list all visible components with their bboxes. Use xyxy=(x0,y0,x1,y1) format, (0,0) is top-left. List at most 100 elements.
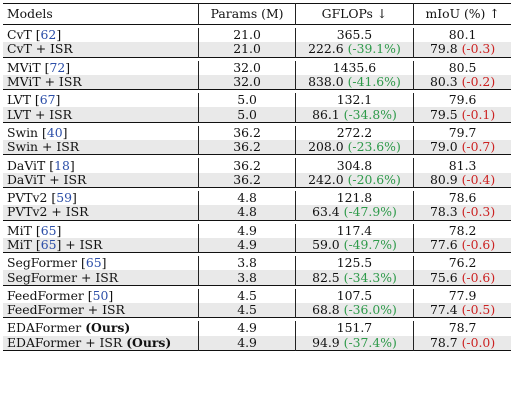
gflops-cell: 242.0 (-20.6%) xyxy=(295,172,415,188)
gflops-cell: 132.1 xyxy=(295,93,415,108)
miou-cell: 78.7 (-0.0) xyxy=(413,334,511,351)
params-cell: 32.0 xyxy=(198,59,296,75)
model-name: CvT xyxy=(7,41,32,57)
params-value: 3.8 xyxy=(237,269,257,285)
isr-suffix: + ISR xyxy=(35,41,73,57)
model-name-cell: Swin + ISR xyxy=(3,139,200,155)
miou-cell: 78.6 xyxy=(414,191,511,205)
table-row-isr: PVTv2 + ISR 4.8 63.4 (-47.9%) 78.3 (-0.3) xyxy=(3,204,511,221)
gflops-delta: (-34.8%) xyxy=(343,106,397,122)
params-cell: 3.8 xyxy=(198,256,296,271)
citation-link: 40 xyxy=(46,124,63,140)
params-cell: 36.2 xyxy=(198,172,296,188)
table-row: FeedFormer [50] 4.5 107.5 77.9 xyxy=(3,287,511,304)
gflops-cell: 94.9 (-37.4%) xyxy=(295,334,415,351)
params-value: 32.0 xyxy=(233,74,261,90)
model-name-cell: MiT [65] + ISR xyxy=(3,237,200,253)
params-cell: 5.0 xyxy=(198,106,296,123)
params-value: 5.0 xyxy=(237,106,257,122)
miou-cell: 79.5 (-0.1) xyxy=(413,107,511,123)
params-value: 4.5 xyxy=(237,302,257,318)
model-name: CvT xyxy=(7,27,32,43)
citation-link: 18 xyxy=(54,157,70,173)
params-value: 21.0 xyxy=(233,27,261,43)
params-value: 4.8 xyxy=(237,190,257,206)
gflops-cell: 68.8 (-36.0%) xyxy=(295,302,415,318)
gflops-value: 121.8 xyxy=(336,190,373,206)
miou-value: 79.0 xyxy=(430,139,458,155)
miou-value: 78.3 xyxy=(430,204,458,220)
citation-link: 65 xyxy=(85,255,102,271)
model-name-cell: EDAFormer + ISR (Ours) xyxy=(3,334,200,351)
isr-suffix: + ISR xyxy=(42,139,80,155)
params-cell: 4.5 xyxy=(198,302,296,318)
miou-value: 77.4 xyxy=(430,302,458,318)
ours-tag: (Ours) xyxy=(85,320,131,336)
model-name: MiT xyxy=(7,222,32,238)
gflops-value: 68.8 xyxy=(312,302,340,318)
miou-value: 77.9 xyxy=(448,287,477,303)
citation-link: 65 xyxy=(40,237,57,252)
params-value: 36.2 xyxy=(233,124,261,140)
miou-value: 78.7 xyxy=(448,320,477,336)
miou-cell: 77.6 (-0.6) xyxy=(413,237,511,253)
miou-delta: (-0.2) xyxy=(461,74,496,90)
results-table: Models Params (M) GFLOPs ↓ mIoU (%) ↑ Cv… xyxy=(3,3,511,351)
model-name-cell: PVTv2 [59] xyxy=(3,190,200,206)
gflops-cell: 151.7 xyxy=(295,321,415,336)
table-row-isr: SegFormer + ISR 3.8 82.5 (-34.3%) 75.6 (-0.… xyxy=(3,269,511,286)
gflops-value: 304.8 xyxy=(336,157,373,173)
model-name-cell: Swin [40] xyxy=(3,124,200,141)
model-name: SegFormer xyxy=(7,255,78,271)
params-cell: 5.0 xyxy=(198,93,296,108)
model-name: Swin xyxy=(7,139,39,155)
gflops-cell: 125.5 xyxy=(295,256,415,271)
gflops-value: 838.0 xyxy=(308,74,344,90)
model-name: DaViT xyxy=(7,157,46,173)
gflops-cell: 222.6 (-39.1%) xyxy=(295,41,415,58)
miou-value: 78.2 xyxy=(448,222,477,238)
gflops-value: 94.9 xyxy=(312,334,340,350)
header-miou: mIoU (%) ↑ xyxy=(425,6,500,21)
gflops-delta: (-37.4%) xyxy=(343,334,397,350)
miou-value: 78.6 xyxy=(448,190,477,206)
model-name: MViT xyxy=(7,59,41,75)
isr-suffix: + ISR xyxy=(85,334,123,350)
citation-link: 65 xyxy=(40,222,57,238)
miou-delta: (-0.3) xyxy=(461,41,496,57)
params-cell: 21.0 xyxy=(198,27,296,43)
model-name: FeedFormer xyxy=(7,287,84,303)
table-row: DaViT [18] 36.2 304.8 81.3 xyxy=(3,157,511,173)
gflops-cell: 121.8 xyxy=(295,190,415,206)
model-name-cell: LVT [67] xyxy=(3,93,200,108)
model-name-cell: EDAFormer (Ours) xyxy=(3,320,200,336)
miou-value: 80.9 xyxy=(430,171,458,187)
miou-cell: 79.8 (-0.3) xyxy=(413,41,511,58)
params-cell: 36.2 xyxy=(198,158,296,173)
citation-link: 50 xyxy=(92,287,109,303)
gflops-delta: (-39.1%) xyxy=(347,41,401,57)
model-name-cell: LVT + ISR xyxy=(3,107,200,123)
gflops-cell: 838.0 (-41.6%) xyxy=(295,74,415,90)
gflops-value: 63.4 xyxy=(312,204,340,220)
model-name-cell: SegFormer [65] xyxy=(3,255,200,271)
miou-value: 77.6 xyxy=(430,237,458,252)
citation-link: 62 xyxy=(40,27,57,43)
miou-value: 79.7 xyxy=(448,124,477,140)
miou-cell: 79.7 xyxy=(414,124,511,140)
params-value: 4.8 xyxy=(237,204,257,220)
gflops-delta: (-47.9%) xyxy=(343,204,397,220)
miou-value: 78.7 xyxy=(430,334,458,350)
citation-link: 72 xyxy=(49,59,66,75)
isr-suffix: + ISR xyxy=(65,237,103,252)
params-value: 32.0 xyxy=(233,59,261,75)
miou-delta: (-0.7) xyxy=(461,139,496,155)
miou-cell: 77.4 (-0.5) xyxy=(413,302,511,318)
miou-delta: (-0.6) xyxy=(461,237,496,252)
gflops-cell: 272.2 xyxy=(295,125,415,141)
gflops-delta: (-34.3%) xyxy=(343,269,397,285)
params-cell: 4.9 xyxy=(198,223,296,238)
miou-delta: (-0.5) xyxy=(461,302,496,318)
table-row-isr: EDAFormer + ISR (Ours) 4.9 94.9 (-37.4%) 78… xyxy=(3,334,511,351)
model-name: Swin xyxy=(7,124,39,140)
